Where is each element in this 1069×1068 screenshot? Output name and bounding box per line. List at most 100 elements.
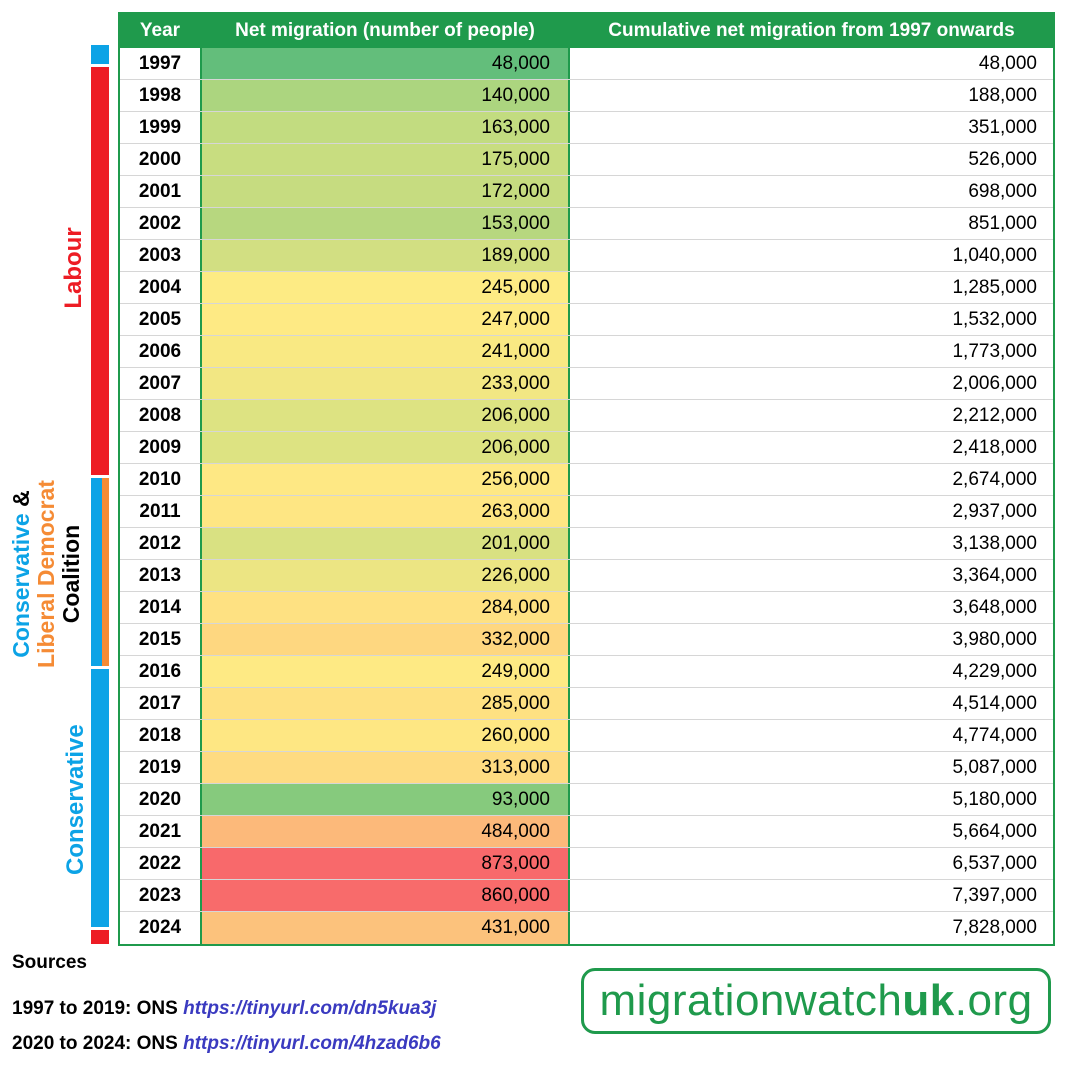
table-row: 2005 247,000 1,532,000 — [120, 304, 1053, 336]
cell-cumulative: 3,364,000 — [952, 565, 1037, 586]
cell-cumulative: 188,000 — [968, 85, 1037, 106]
table-row: 2020 93,000 5,180,000 — [120, 784, 1053, 816]
source-1-link[interactable]: https://tinyurl.com/dn5kua3j — [183, 998, 437, 1019]
source-line-1: 1997 to 2019: ONS https://tinyurl.com/dn… — [12, 998, 441, 1020]
table-row: 2001 172,000 698,000 — [120, 176, 1053, 208]
cell-net-migration: 247,000 — [202, 304, 570, 335]
cell-year: 2018 — [120, 720, 202, 751]
table-row: 2004 245,000 1,285,000 — [120, 272, 1053, 304]
cell-year: 2014 — [120, 592, 202, 623]
cell-net-migration: 48,000 — [202, 48, 570, 79]
cell-cumulative: 5,180,000 — [952, 789, 1037, 810]
table-row: 2023 860,000 7,397,000 — [120, 880, 1053, 912]
gov-bar-labour — [91, 67, 109, 475]
cell-net-migration: 284,000 — [202, 592, 570, 623]
cell-cumulative: 7,397,000 — [952, 885, 1037, 906]
cell-net-migration: 263,000 — [202, 496, 570, 527]
cell-net-migration: 140,000 — [202, 80, 570, 111]
cell-cumulative: 3,980,000 — [952, 629, 1037, 650]
table-row: 2017 285,000 4,514,000 — [120, 688, 1053, 720]
cell-cumulative: 2,006,000 — [952, 373, 1037, 394]
table-row: 1997 48,000 48,000 — [120, 48, 1053, 80]
cell-year: 2023 — [120, 880, 202, 911]
table-row: 2016 249,000 4,229,000 — [120, 656, 1053, 688]
cell-year: 1998 — [120, 80, 202, 111]
table-row: 2010 256,000 2,674,000 — [120, 464, 1053, 496]
cell-year: 2013 — [120, 560, 202, 591]
table-row: 1999 163,000 351,000 — [120, 112, 1053, 144]
gov-label-conservative: Conservative — [62, 724, 89, 875]
cell-cumulative: 1,532,000 — [952, 309, 1037, 330]
cell-cumulative: 851,000 — [968, 213, 1037, 234]
table-row: 2008 206,000 2,212,000 — [120, 400, 1053, 432]
table-row: 2002 153,000 851,000 — [120, 208, 1053, 240]
cell-net-migration: 332,000 — [202, 624, 570, 655]
table-row: 2003 189,000 1,040,000 — [120, 240, 1053, 272]
cell-year: 2019 — [120, 752, 202, 783]
cell-net-migration: 873,000 — [202, 848, 570, 879]
cell-cumulative: 1,285,000 — [952, 277, 1037, 298]
cell-year: 2017 — [120, 688, 202, 719]
cell-year: 2000 — [120, 144, 202, 175]
table-body: 1997 48,000 48,000 1998 140,000 188,000 1999 16… — [120, 48, 1053, 944]
source-line-2: 2020 to 2024: ONS https://tinyurl.com/4h… — [12, 1033, 441, 1055]
cell-year: 2008 — [120, 400, 202, 431]
cell-year: 2009 — [120, 432, 202, 463]
cell-cumulative: 6,537,000 — [952, 853, 1037, 874]
cell-cumulative: 4,774,000 — [952, 725, 1037, 746]
migrationwatch-logo: migration watch uk .org — [581, 968, 1051, 1034]
cell-net-migration: 93,000 — [202, 784, 570, 815]
cell-net-migration: 313,000 — [202, 752, 570, 783]
gov-bar-conservative — [91, 669, 109, 927]
cell-year: 2001 — [120, 176, 202, 207]
table-header: Year Net migration (number of people) Cu… — [120, 14, 1053, 48]
source-2-link[interactable]: https://tinyurl.com/4hzad6b6 — [183, 1033, 441, 1054]
cell-year: 2021 — [120, 816, 202, 847]
cell-year: 2015 — [120, 624, 202, 655]
cell-year: 2012 — [120, 528, 202, 559]
net-migration-table: Year Net migration (number of people) Cu… — [118, 12, 1055, 946]
cell-cumulative: 351,000 — [968, 117, 1037, 138]
cell-cumulative: 3,648,000 — [952, 597, 1037, 618]
cell-cumulative: 2,937,000 — [952, 501, 1037, 522]
cell-net-migration: 285,000 — [202, 688, 570, 719]
header-year: Year — [120, 14, 202, 48]
sources: Sources 1997 to 2019: ONS https://tinyur… — [12, 952, 441, 1068]
table-row: 2013 226,000 3,364,000 — [120, 560, 1053, 592]
cell-year: 2005 — [120, 304, 202, 335]
cell-net-migration: 245,000 — [202, 272, 570, 303]
cell-net-migration: 260,000 — [202, 720, 570, 751]
cell-net-migration: 431,000 — [202, 912, 570, 944]
cell-year: 2024 — [120, 912, 202, 944]
cell-cumulative: 1,040,000 — [952, 245, 1037, 266]
table-row: 1998 140,000 188,000 — [120, 80, 1053, 112]
cell-cumulative: 7,828,000 — [952, 917, 1037, 938]
table-row: 2009 206,000 2,418,000 — [120, 432, 1053, 464]
table-row: 2014 284,000 3,648,000 — [120, 592, 1053, 624]
cell-year: 2002 — [120, 208, 202, 239]
cell-year: 2004 — [120, 272, 202, 303]
cell-cumulative: 3,138,000 — [952, 533, 1037, 554]
cell-net-migration: 249,000 — [202, 656, 570, 687]
cell-net-migration: 233,000 — [202, 368, 570, 399]
table-row: 2018 260,000 4,774,000 — [120, 720, 1053, 752]
header-cumulative: Cumulative net migration from 1997 onwar… — [608, 20, 1015, 41]
cell-net-migration: 860,000 — [202, 880, 570, 911]
gov-bar-coalition-conservative — [91, 478, 102, 666]
cell-cumulative: 1,773,000 — [952, 341, 1037, 362]
table-row: 2000 175,000 526,000 — [120, 144, 1053, 176]
cell-year: 2010 — [120, 464, 202, 495]
logo-part-watch: watch — [784, 976, 903, 1025]
sources-title: Sources — [12, 952, 87, 973]
cell-cumulative: 2,674,000 — [952, 469, 1037, 490]
coalition-conservative-text: Conservative — [8, 513, 34, 658]
source-2-prefix: 2020 to 2024: ONS — [12, 1033, 178, 1054]
logo-part-uk: uk — [902, 976, 955, 1025]
cell-year: 2022 — [120, 848, 202, 879]
table-row: 2019 313,000 5,087,000 — [120, 752, 1053, 784]
cell-year: 2007 — [120, 368, 202, 399]
cell-cumulative: 526,000 — [968, 149, 1037, 170]
cell-year: 2006 — [120, 336, 202, 367]
table-row: 2006 241,000 1,773,000 — [120, 336, 1053, 368]
table-row: 2012 201,000 3,138,000 — [120, 528, 1053, 560]
